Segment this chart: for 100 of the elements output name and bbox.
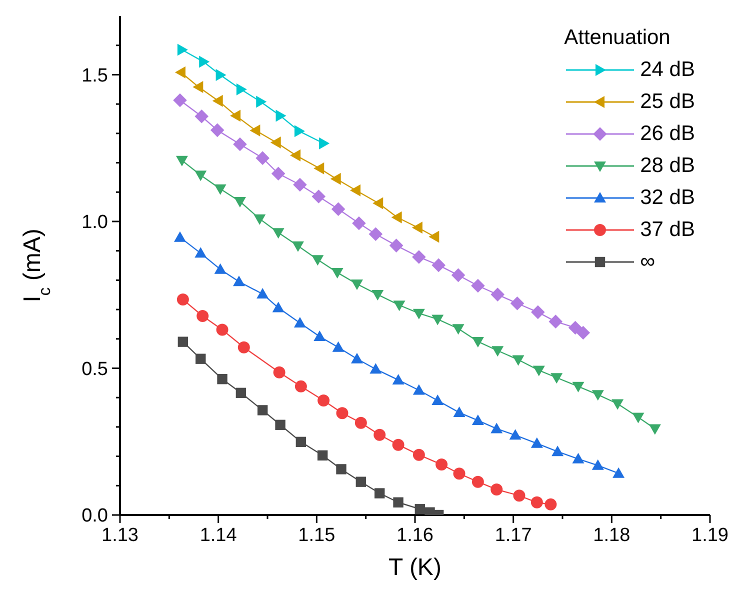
point xyxy=(233,137,247,152)
legend-label: 25 dB xyxy=(640,89,695,115)
point xyxy=(592,459,604,470)
point xyxy=(336,407,348,420)
point xyxy=(294,125,305,138)
point xyxy=(276,110,286,122)
x-tick-label: 1.15 xyxy=(298,525,336,546)
point xyxy=(270,136,281,149)
point xyxy=(331,202,346,216)
legend-label: 24 dB xyxy=(640,57,695,83)
legend-label: 26 dB xyxy=(640,121,695,147)
point xyxy=(199,56,210,68)
point xyxy=(192,81,204,94)
x-axis-title: T (K) xyxy=(388,554,442,581)
point xyxy=(576,326,590,340)
point xyxy=(312,255,324,266)
point xyxy=(336,464,346,474)
point xyxy=(217,374,228,384)
point xyxy=(254,214,266,225)
x-tick-label: 1.18 xyxy=(593,525,630,546)
point xyxy=(330,172,341,185)
legend-label: 37 dB xyxy=(640,217,695,243)
point xyxy=(177,44,188,56)
point xyxy=(414,504,426,514)
point xyxy=(432,394,444,406)
point xyxy=(412,308,425,320)
point xyxy=(174,231,186,242)
point xyxy=(216,324,228,336)
point xyxy=(318,394,330,407)
point xyxy=(412,448,425,461)
point xyxy=(592,390,604,401)
legend-label: 28 dB xyxy=(640,153,695,179)
legend-title: Attenuation xyxy=(564,25,672,51)
x-tick-label: 1.19 xyxy=(692,525,728,546)
point xyxy=(509,429,522,440)
point xyxy=(612,467,625,478)
point xyxy=(356,476,366,487)
point xyxy=(648,424,661,435)
point xyxy=(272,228,284,239)
point xyxy=(350,279,363,290)
point xyxy=(368,227,383,241)
point xyxy=(428,230,440,243)
point xyxy=(196,310,209,322)
point xyxy=(292,241,304,252)
x-tick-label: 1.13 xyxy=(102,525,138,546)
point xyxy=(393,300,406,312)
point xyxy=(236,83,247,96)
point xyxy=(532,366,545,376)
point xyxy=(632,412,644,424)
point xyxy=(451,268,466,282)
point xyxy=(572,452,584,464)
point xyxy=(238,341,250,354)
point xyxy=(472,414,484,425)
point xyxy=(271,166,286,181)
point xyxy=(552,446,564,456)
point xyxy=(312,190,326,204)
point xyxy=(210,123,224,138)
point xyxy=(352,216,366,230)
point xyxy=(234,197,246,208)
point xyxy=(194,170,207,182)
point xyxy=(372,197,384,210)
point xyxy=(392,438,404,451)
point xyxy=(490,422,503,434)
point xyxy=(548,314,563,328)
point xyxy=(412,222,422,234)
point xyxy=(393,497,404,508)
point xyxy=(568,320,582,335)
point xyxy=(391,211,402,224)
point xyxy=(436,458,448,471)
x-tick-label: 1.16 xyxy=(396,525,434,546)
point xyxy=(472,476,484,488)
point xyxy=(319,137,330,150)
point xyxy=(178,336,188,347)
point xyxy=(432,314,444,326)
point xyxy=(412,384,425,395)
x-tick-label: 1.17 xyxy=(494,525,532,546)
legend-label: 32 dB xyxy=(640,185,695,211)
point xyxy=(293,178,307,192)
point xyxy=(216,69,226,81)
point xyxy=(196,354,206,364)
point xyxy=(492,346,504,357)
point xyxy=(317,450,328,461)
point xyxy=(212,94,223,107)
point xyxy=(490,483,503,496)
point xyxy=(294,380,307,392)
point xyxy=(572,382,584,392)
point xyxy=(256,151,270,165)
point xyxy=(257,405,268,416)
y-tick-label: 0.5 xyxy=(82,358,108,380)
point xyxy=(314,330,326,342)
point xyxy=(513,490,526,502)
point xyxy=(256,288,269,298)
point xyxy=(374,428,386,441)
y-tick-label: 0.0 xyxy=(82,506,108,527)
point xyxy=(510,296,524,310)
point xyxy=(250,124,260,136)
point xyxy=(471,278,485,293)
point xyxy=(256,96,267,108)
point xyxy=(531,305,545,320)
point xyxy=(173,93,187,108)
